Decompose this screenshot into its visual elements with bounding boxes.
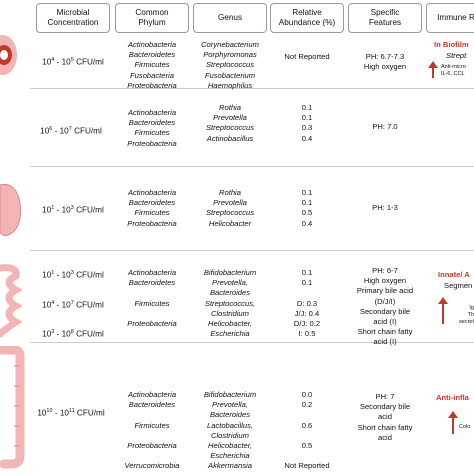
- abundance-list-colon: 0.0 0.2 0.6 0.5 Not Reported: [284, 390, 330, 471]
- row-separator: [30, 250, 474, 251]
- concentration-colon: 1010 - 1011 CFU/ml: [37, 408, 105, 418]
- up-arrow-icon: [448, 411, 458, 434]
- header-immune-response: Immune R: [426, 3, 474, 33]
- colon-illustration: [0, 346, 25, 469]
- concentration-ileum: 103 - 108 CFU/ml: [42, 329, 104, 339]
- genus-list-stomach: Rothia Prevotella Streptococcus Helicobacte…: [205, 188, 255, 228]
- features-colon: PH: 7 Secondary bile acid Short chain fatty…: [357, 392, 413, 442]
- concentration-oral: 104 - 105 CFU/ml: [42, 57, 104, 67]
- phylum-list-row2: Actinobacteria Bacteroidetes Firmicutes Pro…: [127, 108, 177, 148]
- features-oral: PH: 6.7-7.3 High oxygen: [363, 52, 407, 72]
- immune-label-anti-inflammatory: Anti-infla: [436, 393, 469, 402]
- immune-label-biofilm: In Biofilm: [434, 40, 469, 49]
- immune-ig-th: Ig Th secret: [459, 305, 474, 325]
- features-stomach: PH: 1-3: [372, 203, 398, 212]
- phylum-list-stomach: Actinobacteria Bacteroidetes Firmicutes Pro…: [127, 188, 177, 228]
- header-microbial-concentration: Microbial Concentration: [36, 3, 110, 33]
- stomach-illustration: [0, 184, 21, 236]
- abundance-oral: Not Reported: [284, 52, 330, 61]
- genus-list-colon: Bifidobacterium Prevotella, Bacteroides Lac…: [203, 390, 257, 471]
- abundance-list-small-intestine: 0.1 0.1 D: 0.3 J/J: 0.4 D/J: 0.2 I: 0.5: [293, 268, 321, 339]
- immune-strept: Strept: [446, 51, 467, 60]
- immune-label-innate: Innate/ A: [438, 270, 470, 279]
- features-row2: PH: 7.0: [372, 122, 398, 131]
- genus-list-small-intestine: Bifidobacterium Prevotella, Bacteroides Str…: [203, 268, 257, 339]
- concentration-row2: 106 - 107 CFU/ml: [40, 126, 102, 136]
- genus-list-row2: Rothia Prevotella Streptococcus Actinobacil…: [205, 103, 255, 143]
- concentration-jejunum: 104 - 107 CFU/ml: [42, 300, 104, 310]
- immune-colo: Colo: [459, 424, 471, 430]
- abundance-list-stomach: 0.1 0.1 0.5 0.4: [301, 188, 313, 228]
- concentration-stomach: 101 - 103 CFU/ml: [42, 205, 104, 215]
- mouth-illustration: [0, 35, 17, 75]
- header-relative-abundance: Relative Abundance (%): [270, 3, 344, 33]
- concentration-duodenum: 101 - 103 CFU/ml: [42, 270, 104, 280]
- header-specific-features: Specific Features: [348, 3, 422, 33]
- up-arrow-icon: [428, 61, 438, 78]
- abundance-list-row2: 0.1 0.1 0.3 0.4: [301, 103, 313, 143]
- immune-segmen: Segmen: [444, 281, 473, 290]
- phylum-list-colon: Actinobacteria Bacteroidetes Firmicutes Pro…: [124, 390, 180, 471]
- phylum-list-small-intestine: Actinobacteria Bacteroidetes Firmicutes Pro…: [127, 268, 177, 328]
- features-small-intestine: PH: 6-7 High oxygen Primary bile acid (D/J/…: [356, 266, 414, 347]
- small-intestine-illustration: [0, 264, 22, 338]
- phylum-list-oral: Actinobacteria Bacteroidetes Firmicutes Fus…: [127, 40, 177, 90]
- row-separator: [30, 88, 474, 89]
- row-separator: [30, 342, 474, 343]
- header-common-phylum: Common Phylum: [115, 3, 189, 33]
- immune-antimicro: Anti-micro IL-6, CCL: [441, 64, 466, 77]
- genus-list-oral: Corynebacterium Porphyromonas Streptococcu…: [201, 40, 259, 90]
- header-genus: Genus: [193, 3, 267, 33]
- row-separator: [30, 166, 474, 167]
- up-arrow-icon: [438, 297, 448, 324]
